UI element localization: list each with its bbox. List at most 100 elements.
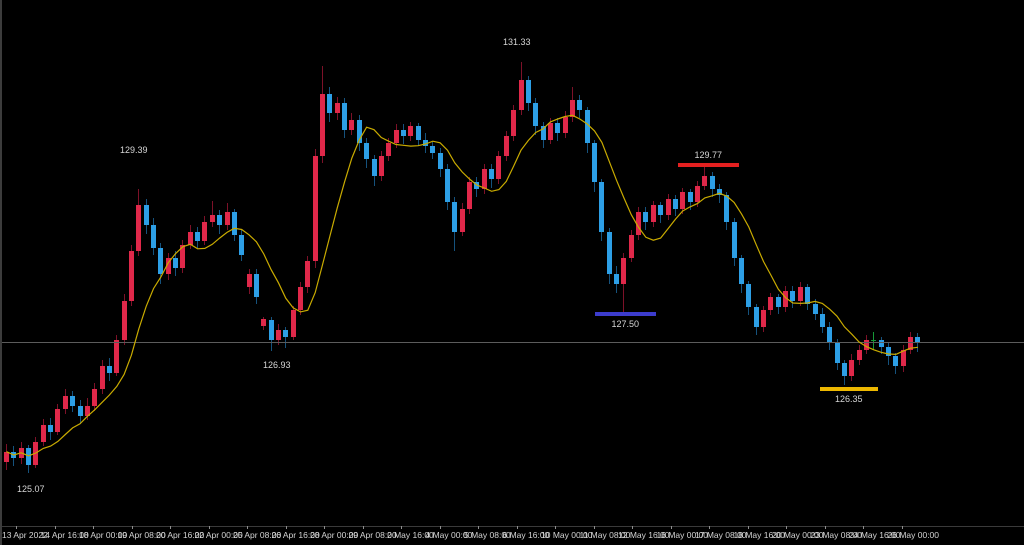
candle-body <box>812 303 818 314</box>
candle-body <box>474 182 480 189</box>
candle-body <box>84 405 90 416</box>
candle-body <box>489 169 495 179</box>
candle-body <box>569 100 575 117</box>
price-annotation: 126.93 <box>263 360 291 370</box>
candle-body <box>320 93 326 156</box>
x-axis-tick <box>670 526 672 529</box>
candle-body <box>496 155 502 179</box>
candle-body <box>356 119 362 143</box>
x-axis-label: 14 Apr 16:00 <box>40 530 89 540</box>
candle-body <box>511 109 517 137</box>
candle-body <box>761 310 767 327</box>
candle-body <box>40 425 46 442</box>
candle-body <box>48 425 54 432</box>
candle-body <box>805 287 811 304</box>
x-axis-label: 20 Apr 16:00 <box>156 530 205 540</box>
candle-body <box>724 195 730 222</box>
candle-body <box>268 320 274 340</box>
candle-body <box>312 155 318 262</box>
candle-body <box>422 139 428 147</box>
candle-body <box>577 100 583 110</box>
candle-body <box>775 297 781 308</box>
x-axis-tick <box>54 526 56 529</box>
candle-body <box>400 129 406 137</box>
candle-body <box>275 330 281 340</box>
x-axis-label: 2 May 16:00 <box>387 530 434 540</box>
candle-body <box>783 290 789 308</box>
x-axis-tick <box>285 526 287 529</box>
candle-body <box>33 441 39 465</box>
candle-body <box>665 198 671 216</box>
candle-body <box>584 109 590 143</box>
candle-body <box>562 116 568 133</box>
candle-body <box>709 175 715 189</box>
candle-body <box>128 251 134 301</box>
candle-body <box>834 343 840 363</box>
x-axis-label: 25 Apr 08:00 <box>233 530 282 540</box>
candle-body <box>606 231 612 275</box>
candle-body <box>739 257 744 285</box>
x-axis-label: 18 May 16:00 <box>733 530 786 540</box>
candle-body <box>77 405 83 416</box>
x-axis-tick <box>901 526 903 529</box>
candle-body <box>430 146 436 153</box>
candle-body <box>334 103 340 114</box>
support-resistance-line[interactable] <box>678 162 739 167</box>
candle-body <box>11 451 17 459</box>
candle-body <box>452 201 458 232</box>
candle-body <box>467 182 473 209</box>
candle-body <box>136 205 142 252</box>
candle-body <box>841 362 847 377</box>
candle-body <box>636 211 642 235</box>
candle-body <box>525 80 531 104</box>
x-axis-label: 22 Apr 00:00 <box>194 530 243 540</box>
x-axis-label: 28 Apr 00:00 <box>310 530 359 540</box>
x-axis-tick <box>709 526 710 529</box>
candle-body <box>202 221 208 242</box>
candle-body <box>224 211 230 225</box>
candle-body <box>151 224 156 248</box>
x-axis-tick <box>324 526 325 529</box>
candle-body <box>62 395 68 409</box>
x-axis-label: 17 May 08:00 <box>695 530 747 540</box>
candle-body <box>856 349 862 360</box>
candle-body <box>819 313 825 327</box>
support-resistance-line[interactable] <box>595 311 656 316</box>
x-axis-tick <box>247 526 248 529</box>
candle-body <box>180 244 186 268</box>
x-axis-tick <box>786 526 787 529</box>
candle-body <box>26 448 32 465</box>
x-axis-label: 18 Apr 00:00 <box>79 530 128 540</box>
candle-body <box>393 129 399 143</box>
candle-body <box>92 389 98 406</box>
candle-body <box>878 339 884 347</box>
candle-body <box>327 93 333 114</box>
support-resistance-line[interactable] <box>820 387 878 392</box>
candle-body <box>18 448 24 459</box>
candle-body <box>886 346 891 357</box>
candle-body <box>650 205 656 222</box>
x-axis-tick <box>16 526 17 529</box>
candle-body <box>628 234 634 258</box>
candle-body <box>614 274 620 285</box>
candle-body <box>239 234 245 255</box>
candle-body <box>415 126 421 140</box>
candle-body <box>746 284 752 308</box>
x-axis-tick <box>516 526 518 529</box>
x-axis-label: 10 May 00:00 <box>541 530 593 540</box>
x-axis-label: 20 May 00:00 <box>772 530 824 540</box>
candle-body <box>503 136 509 156</box>
x-axis-label: 6 May 16:00 <box>502 530 550 540</box>
x-axis-tick <box>824 526 826 529</box>
level-price-label: 126.35 <box>835 394 863 405</box>
candle-body <box>672 198 678 209</box>
x-axis-tick <box>593 526 595 529</box>
candle-body <box>99 366 105 390</box>
candle-body <box>694 185 700 202</box>
candle-body <box>658 205 664 216</box>
candle-body <box>555 123 561 133</box>
candle-body <box>849 359 855 377</box>
x-axis-tick <box>747 526 749 529</box>
